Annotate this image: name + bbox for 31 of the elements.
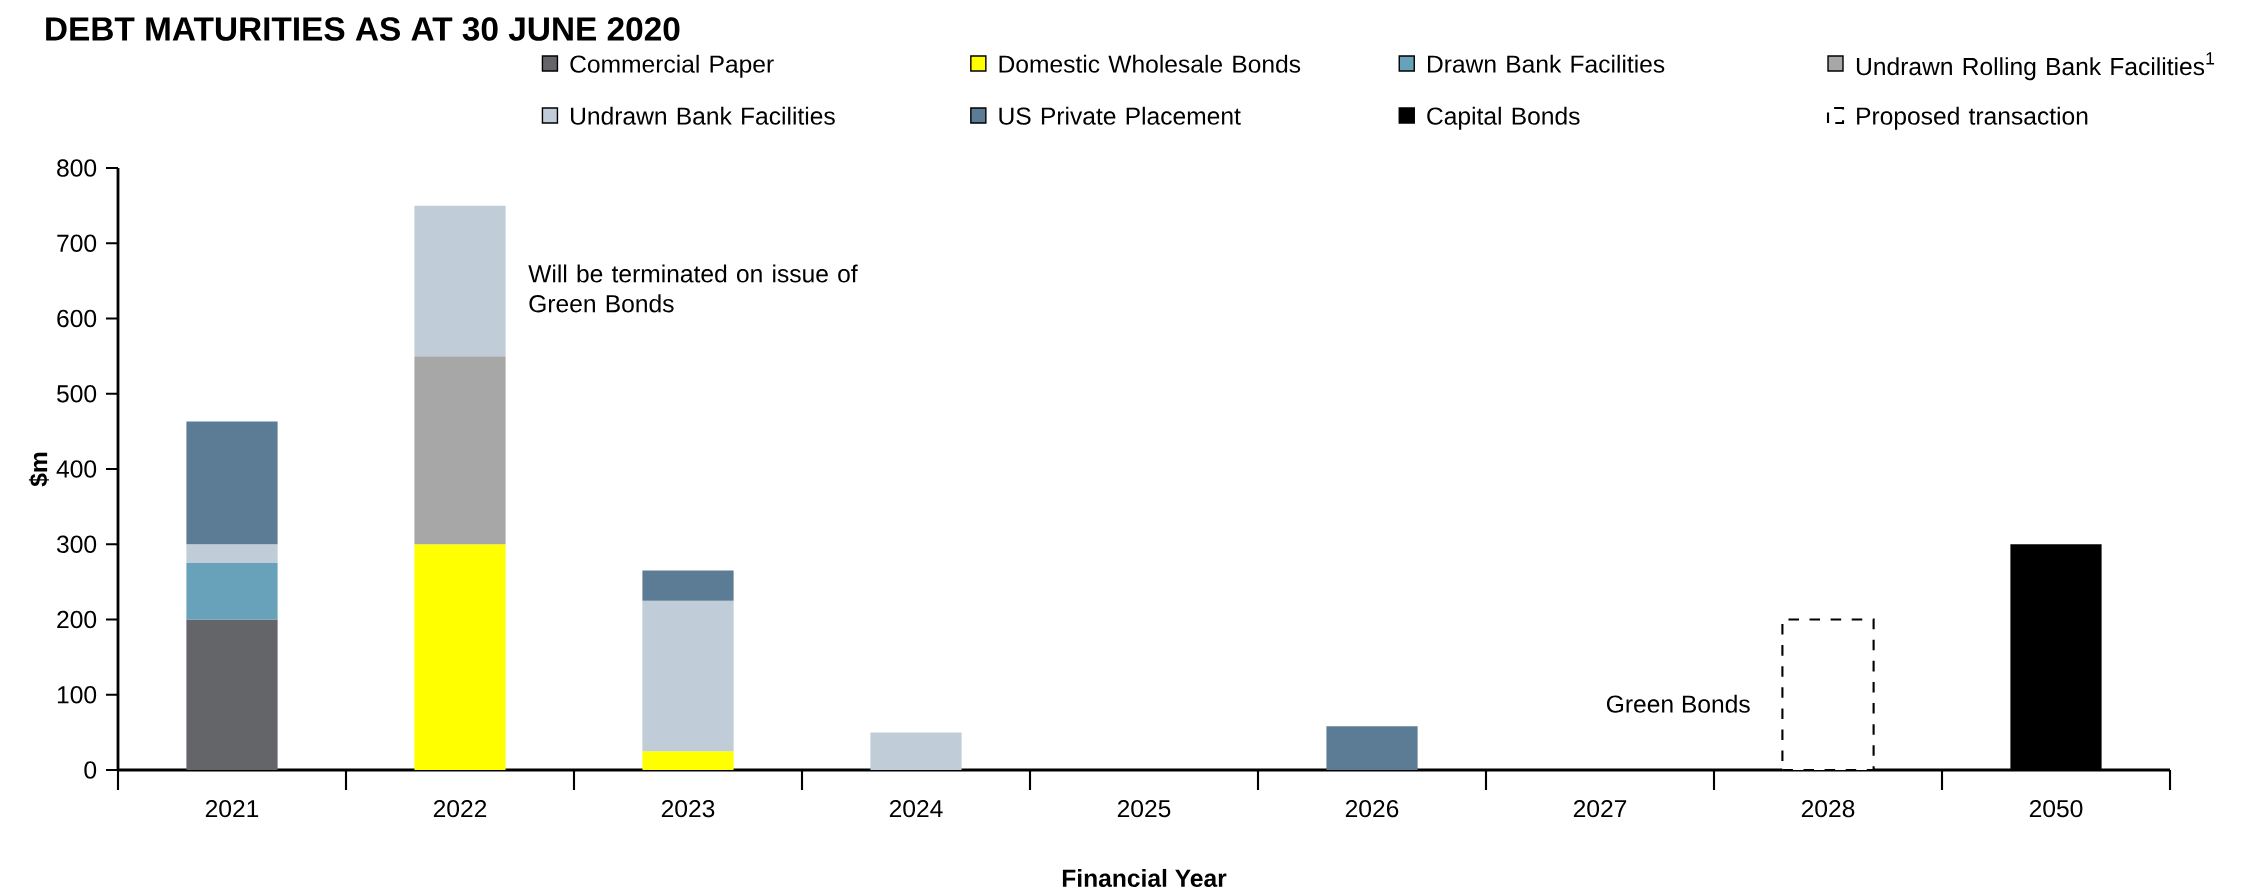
x-tick-label: 2022 xyxy=(433,799,487,818)
x-tick-label: 2021 xyxy=(205,799,259,818)
legend-label: Drawn Bank Facilities xyxy=(1428,54,1665,73)
y-tick-label: 600 xyxy=(57,309,97,328)
annotation: Will be terminated on issue of Green Bonds xyxy=(528,264,858,313)
y-tick-label: 800 xyxy=(57,159,97,177)
legend-label: Domestic Wholesale Bonds xyxy=(999,54,1301,73)
annotation: Green Bonds xyxy=(1606,694,1750,713)
y-tick-label: 0 xyxy=(84,761,97,779)
x-tick-label: 2026 xyxy=(1345,799,1399,818)
legend-label: US Private Placement xyxy=(999,106,1241,125)
x-tick-label: 2024 xyxy=(889,799,943,818)
x-tick-label: 2025 xyxy=(1117,799,1171,818)
y-tick-label: 100 xyxy=(57,686,97,704)
legend-label: Commercial Paper xyxy=(570,54,774,78)
y-tick-label: 400 xyxy=(56,460,97,478)
x-tick-label: 2050 xyxy=(2029,799,2083,818)
y-axis-title: $m xyxy=(28,452,49,487)
y-tick-label: 500 xyxy=(57,385,97,403)
x-axis-title: Financial Year xyxy=(1062,868,1227,887)
x-tick-label: 2027 xyxy=(1573,799,1627,818)
x-tick-label: 2023 xyxy=(661,799,715,818)
y-tick-label: 700 xyxy=(57,234,97,252)
y-tick-label: 200 xyxy=(57,610,97,629)
legend-label: Capital Bonds xyxy=(1427,106,1580,130)
y-tick-label: 300 xyxy=(56,535,97,553)
legend-label: Undrawn Bank Facilities xyxy=(571,106,835,125)
legend-label: Proposed transaction xyxy=(1857,106,2088,130)
x-tick-label: 2028 xyxy=(1801,799,1855,818)
chart-title: DEBT MATURITIES AS AT 30 JUNE 2020 xyxy=(46,17,680,41)
legend-label: Undrawn Rolling Bank Facilities$^{1}$ xyxy=(1856,52,2215,81)
